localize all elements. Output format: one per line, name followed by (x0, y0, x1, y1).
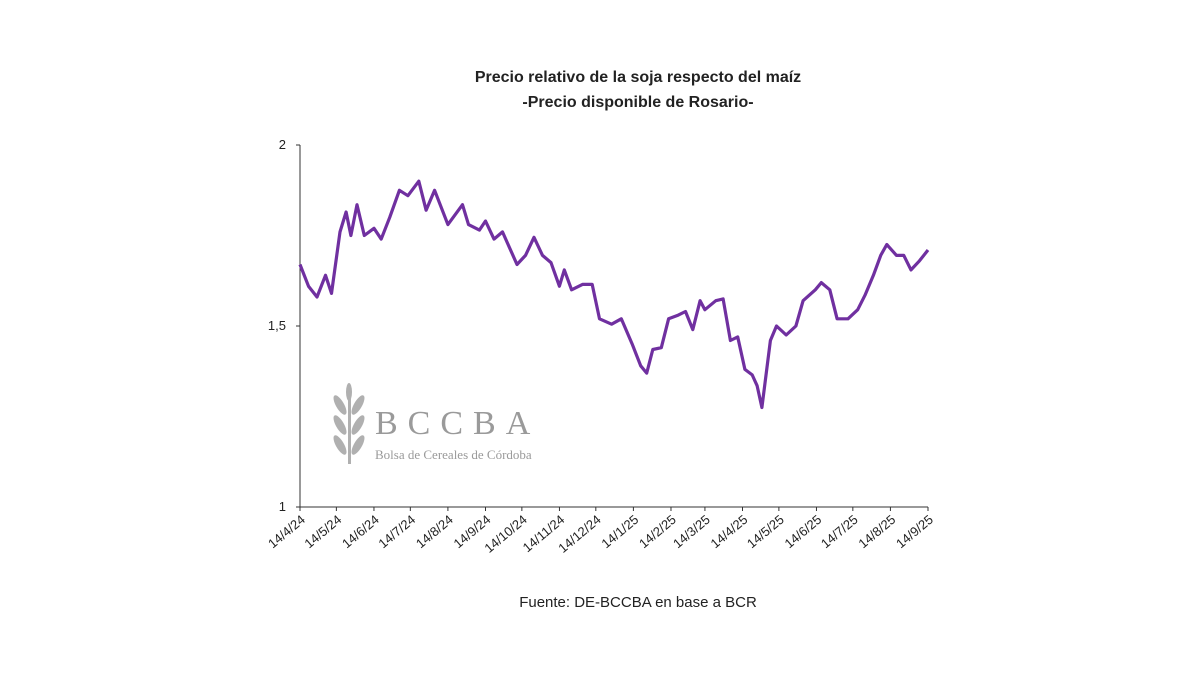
x-tick-label: 14/4/24 (265, 512, 308, 551)
x-tick-label: 14/9/25 (893, 512, 936, 551)
x-tick-label: 14/8/24 (413, 512, 456, 551)
x-tick-label: 14/3/25 (670, 512, 713, 551)
x-tick-label: 14/8/25 (855, 512, 898, 551)
series-line (298, 179, 930, 410)
y-tick-label: 2 (279, 137, 286, 152)
watermark-name: BCCBA (375, 405, 540, 442)
x-tick-label: 14/1/25 (598, 512, 641, 551)
x-tick-label: 14/2/25 (636, 512, 679, 551)
chart-subtitle: -Precio disponible de Rosario- (522, 94, 753, 111)
watermark-subtitle: Bolsa de Cereales de Córdoba (375, 447, 532, 462)
watermark-logo (333, 383, 365, 464)
x-tick-label: 14/5/24 (301, 512, 344, 551)
y-tick-label: 1 (279, 499, 286, 514)
source-note: Fuente: DE-BCCBA en base a BCR (519, 594, 757, 611)
x-tick-label: 14/6/25 (782, 512, 825, 551)
y-tick-label: 1,5 (268, 318, 286, 333)
x-tick-label: 14/5/25 (744, 512, 787, 551)
x-tick-label: 14/7/24 (375, 512, 418, 551)
x-tick-label: 14/7/25 (818, 512, 861, 551)
chart-title: Precio relativo de la soja respecto del … (475, 69, 801, 86)
x-tick-label: 14/6/24 (339, 512, 382, 551)
x-tick-label: 14/4/25 (708, 512, 751, 551)
